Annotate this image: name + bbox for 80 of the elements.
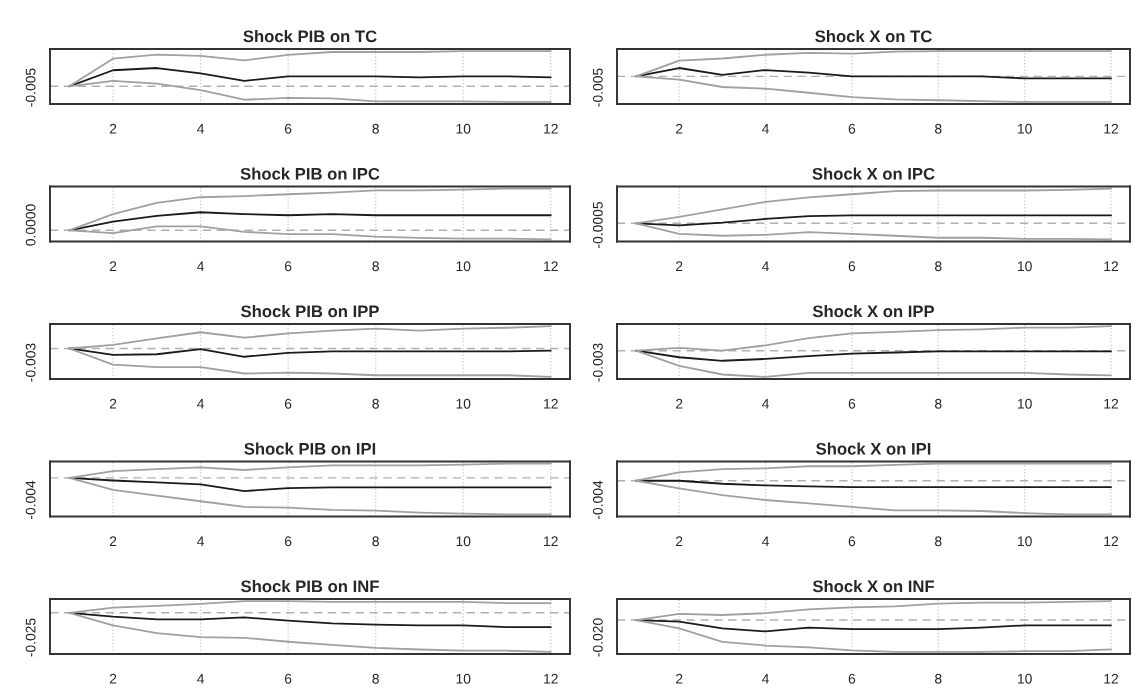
x-tick-label: 8 [372, 123, 379, 134]
x-tick-label: 12 [544, 398, 558, 409]
text: -0.020 [592, 618, 603, 657]
x-tick-label: 4 [762, 536, 769, 547]
x-tick-label: 8 [372, 261, 379, 272]
x-tick-label: 4 [197, 123, 205, 134]
x-tick-label: 12 [1104, 123, 1119, 134]
text: -0.005 [592, 68, 603, 107]
x-tick-label: 10 [456, 673, 471, 684]
x-tick-label: 8 [372, 536, 379, 547]
text: 0.0000 [25, 204, 36, 246]
x-tick-label: 6 [284, 261, 292, 272]
x-tick-label: 2 [676, 673, 683, 684]
x-tick-label: 8 [372, 673, 379, 684]
x-tick-label: 2 [109, 398, 117, 409]
x-tick-label: 6 [284, 536, 292, 547]
x-tick-label: 6 [848, 123, 856, 134]
x-tick-label: 4 [197, 673, 205, 684]
x-tick-label: 10 [456, 536, 471, 547]
x-tick-label: 12 [1104, 536, 1119, 547]
chart-title: Shock PIB on IPP [241, 304, 379, 318]
x-tick-label: 4 [762, 261, 769, 272]
x-tick-label: 12 [544, 261, 558, 272]
x-tick-label: 2 [676, 261, 683, 272]
x-tick-label: 12 [1104, 398, 1119, 409]
text: -0.004 [25, 480, 36, 520]
x-tick-label: 12 [544, 673, 558, 684]
x-tick-label: 12 [544, 536, 558, 547]
chart-title: Shock X on INF [812, 579, 935, 593]
chart-title: Shock PIB on IPC [240, 167, 380, 180]
text: -0.005 [25, 68, 36, 107]
x-tick-label: 8 [935, 673, 942, 684]
chart-title: Shock X on IPC [812, 167, 935, 180]
text: -0.003 [592, 343, 603, 382]
x-tick-label: 8 [935, 398, 942, 409]
text: -0.003 [25, 343, 36, 382]
x-tick-label: 2 [109, 673, 117, 684]
x-tick-label: 10 [456, 398, 471, 409]
x-tick-label: 4 [762, 398, 769, 409]
x-tick-label: 6 [284, 123, 292, 134]
x-tick-label: 12 [1104, 261, 1119, 272]
x-tick-label: 6 [284, 673, 292, 684]
x-tick-label: 6 [848, 536, 856, 547]
x-tick-label: 10 [456, 123, 471, 134]
x-tick-label: 12 [544, 123, 558, 134]
chart-title: Shock X on IPI [816, 442, 931, 455]
chart-title: Shock PIB on TC [243, 29, 377, 43]
x-tick-label: 4 [762, 673, 769, 684]
chart-title: Shock X on IPP [812, 304, 935, 318]
x-tick-label: 6 [284, 398, 292, 409]
x-tick-label: 6 [848, 673, 856, 684]
x-tick-label: 8 [935, 536, 942, 547]
x-tick-label: 10 [456, 261, 471, 272]
x-tick-label: 10 [1017, 536, 1032, 547]
chart-title: Shock PIB on IPI [244, 442, 376, 455]
x-tick-label: 10 [1017, 261, 1032, 272]
text: -0.025 [25, 618, 36, 657]
x-tick-label: 2 [676, 398, 683, 409]
x-tick-label: 6 [848, 398, 856, 409]
x-tick-label: 2 [109, 536, 117, 547]
text: -0.0005 [592, 202, 603, 248]
x-tick-label: 12 [1104, 673, 1119, 684]
x-tick-label: 2 [109, 123, 117, 134]
x-tick-label: 8 [935, 261, 942, 272]
x-tick-label: 2 [676, 123, 683, 134]
x-tick-label: 10 [1017, 673, 1032, 684]
chart-title: Shock X on TC [815, 29, 932, 43]
x-tick-label: 4 [762, 123, 769, 134]
chart-title: Shock PIB on INF [241, 579, 379, 593]
x-tick-label: 10 [1017, 123, 1032, 134]
x-tick-label: 2 [109, 261, 117, 272]
x-tick-label: 10 [1017, 398, 1032, 409]
x-tick-label: 4 [197, 398, 205, 409]
x-tick-label: 6 [848, 261, 856, 272]
x-tick-label: 8 [372, 398, 379, 409]
x-tick-label: 4 [197, 261, 205, 272]
x-tick-label: 4 [197, 536, 205, 547]
x-tick-label: 2 [676, 536, 683, 547]
text: -0.004 [592, 480, 603, 520]
x-tick-label: 8 [935, 123, 942, 134]
